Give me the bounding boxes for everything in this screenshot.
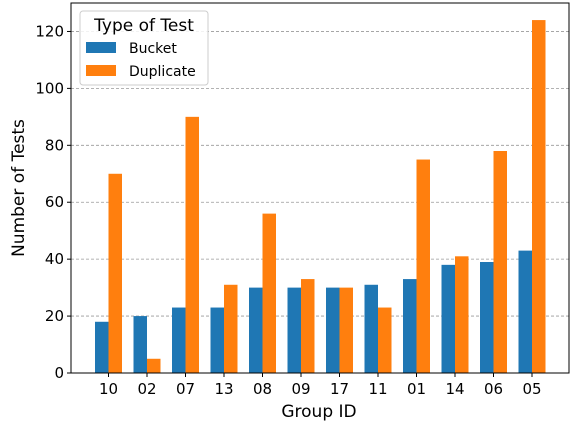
y-tick-label-80: 80 xyxy=(45,136,64,154)
bar-duplicate-06 xyxy=(493,151,507,373)
bar-bucket-11 xyxy=(364,284,378,373)
bar-bucket-08 xyxy=(249,287,263,373)
bar-duplicate-07 xyxy=(185,116,199,373)
plot-frame xyxy=(70,2,570,374)
bar-bucket-09 xyxy=(287,287,301,373)
bar-duplicate-17 xyxy=(339,287,353,373)
bar-duplicate-08 xyxy=(262,213,276,373)
y-tick-label-100: 100 xyxy=(35,79,64,97)
bar-duplicate-05 xyxy=(532,20,546,373)
bar-bucket-05 xyxy=(518,250,532,373)
x-axis-label: Group ID xyxy=(281,402,356,422)
y-tick-label-60: 60 xyxy=(45,193,64,211)
y-tick-label-20: 20 xyxy=(45,307,64,325)
x-tick-label-08: 08 xyxy=(253,380,272,398)
bar-duplicate-01 xyxy=(416,159,430,373)
x-tick-label-06: 06 xyxy=(484,380,503,398)
bar-bucket-17 xyxy=(326,287,340,373)
x-tick-label-05: 05 xyxy=(522,380,541,398)
bar-duplicate-11 xyxy=(378,307,392,373)
x-tick-label-14: 14 xyxy=(445,380,464,398)
y-tick-label-120: 120 xyxy=(35,22,64,40)
y-tick-label-0: 0 xyxy=(54,364,64,382)
legend-label-bucket: Bucket xyxy=(129,41,177,57)
bar-bucket-13 xyxy=(210,307,224,373)
x-tick-label-13: 13 xyxy=(214,380,233,398)
legend-title: Type of Test xyxy=(93,16,194,36)
axes xyxy=(67,2,570,377)
x-tick-label-17: 17 xyxy=(330,380,349,398)
legend: Type of Test Bucket Duplicate xyxy=(79,10,209,86)
bar-duplicate-13 xyxy=(224,284,238,373)
x-tick-label-11: 11 xyxy=(368,380,387,398)
bar-duplicate-14 xyxy=(455,256,469,373)
bar-bucket-14 xyxy=(441,264,455,373)
x-tick-label-10: 10 xyxy=(99,380,118,398)
bar-bucket-10 xyxy=(95,321,109,373)
y-tick-label-40: 40 xyxy=(45,250,64,268)
legend-swatch-duplicate xyxy=(86,65,116,76)
bar-duplicate-09 xyxy=(301,279,315,373)
x-tick-label-09: 09 xyxy=(291,380,310,398)
bar-duplicate-10 xyxy=(108,173,122,373)
x-tick-label-02: 02 xyxy=(137,380,156,398)
legend-label-duplicate: Duplicate xyxy=(129,64,196,80)
bar-bucket-06 xyxy=(480,262,494,373)
bars xyxy=(95,20,546,373)
bar-bucket-01 xyxy=(403,279,417,373)
bar-bucket-07 xyxy=(172,307,186,373)
bar-duplicate-02 xyxy=(147,358,161,373)
x-tick-label-07: 07 xyxy=(176,380,195,398)
tick-labels: 0 20 40 60 80 100 120 10 02 07 13 08 09 17 11 01 14 06 05 xyxy=(35,22,541,398)
x-tick-label-01: 01 xyxy=(407,380,426,398)
bar-bucket-02 xyxy=(133,316,147,373)
legend-swatch-bucket xyxy=(86,42,116,53)
y-axis-label: Number of Tests xyxy=(9,119,29,257)
